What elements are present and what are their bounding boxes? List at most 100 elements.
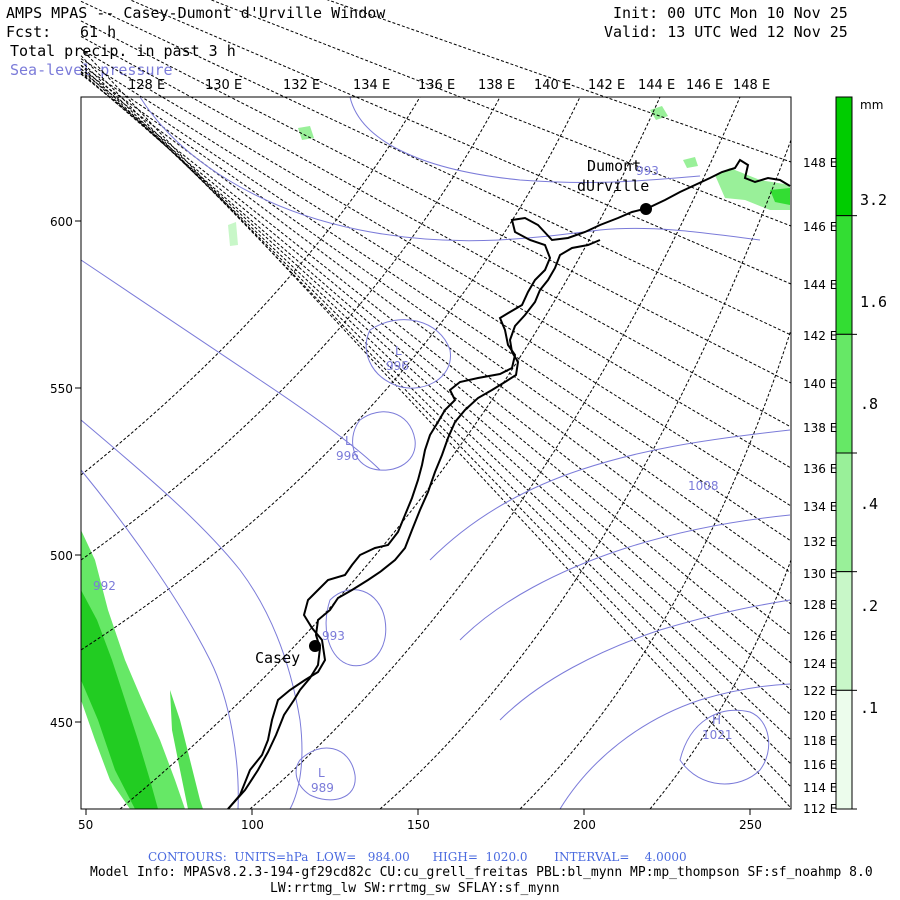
precip-blob-3 (683, 157, 698, 168)
valid-time: Valid: 13 UTC Wed 12 Nov 25 (604, 23, 848, 41)
init-time: Init: 00 UTC Mon 10 Nov 25 (613, 4, 848, 22)
pressure-contours (80, 96, 791, 810)
y-tick-label: 450 (50, 716, 73, 730)
right-lon-label: 142 E (803, 329, 838, 343)
model-info-2: LW:rrtmg_lw SW:rrtmg_sw SFLAY:sf_mynn (270, 881, 560, 896)
precip-ne (715, 168, 790, 210)
right-lon-label: 120 E (803, 709, 838, 723)
right-lon-label: 114 E (803, 781, 838, 795)
dumont-station-marker (640, 203, 652, 215)
contour-line (559, 683, 791, 810)
contour-line (499, 599, 791, 721)
top-lon-label: 146 E (686, 78, 724, 93)
top-lon-label: 128 E (128, 78, 166, 93)
precip-blob-2 (298, 126, 314, 140)
right-lon-label: 124 E (803, 657, 838, 671)
coastline (227, 158, 791, 810)
colorbar-swatch (835, 452, 853, 573)
precip-core-west (81, 590, 158, 809)
top-lon-label: 138 E (478, 78, 516, 93)
contour-value: 993 (636, 164, 659, 178)
right-lon-label: 118 E (803, 734, 838, 748)
contour-low-north (365, 319, 451, 389)
colorbar-swatch (835, 571, 853, 691)
precip-shading (81, 106, 790, 809)
map-frame-bg (81, 97, 791, 809)
colorbar-label: 3.2 (860, 191, 888, 209)
graticule-line (379, 139, 792, 810)
forecast-label: Fcst: (6, 23, 52, 41)
colorbar-swatch (835, 689, 853, 810)
contour-label: H (712, 713, 722, 727)
precip-strip (170, 690, 203, 809)
graticule-line (80, 65, 792, 741)
right-lon-label: 126 E (803, 629, 838, 643)
right-lon-label: 148 E (803, 156, 838, 170)
contour-low-casey (325, 589, 387, 667)
right-lon-label: 144 E (803, 278, 838, 292)
precip-blob-1 (650, 106, 668, 120)
top-lon-label: 144 E (638, 78, 676, 93)
right-lon-label: 122 E (803, 684, 838, 698)
top-lon-label: 134 E (353, 78, 391, 93)
graticule-line (80, 73, 792, 636)
contour-label: L (395, 344, 402, 358)
contour-value: 996 (336, 449, 359, 463)
contour-low-mid (352, 411, 416, 471)
contour-value: 993 (322, 629, 345, 643)
contour-value: 989 (311, 781, 334, 795)
top-lon-label: 130 E (205, 78, 243, 93)
top-lon-label: 136 E (418, 78, 456, 93)
graticule-line (80, 36, 792, 428)
y-tick-label: 550 (50, 382, 73, 396)
right-lon-label: 138 E (803, 421, 838, 435)
overlay-name: Sea-level pressure (10, 61, 173, 79)
contour-label: L (345, 434, 352, 448)
field-name: Total precip. in past 3 h (10, 42, 236, 60)
top-lon-label: 140 E (534, 78, 572, 93)
model-info: Model Info: MPASv8.2.3-194-gf29cd82c CU:… (90, 865, 873, 880)
precip-ne-core (770, 188, 790, 205)
casey-label: Casey (255, 649, 301, 667)
contour-line (139, 96, 761, 242)
graticule-line (129, 0, 792, 285)
colorbar-label: .2 (860, 597, 879, 615)
y-tick-label: 600 (50, 215, 73, 229)
graticule-line (80, 0, 792, 336)
right-lon-label: 128 E (803, 598, 838, 612)
colorbar-label: .4 (860, 495, 879, 513)
graticule-line (519, 329, 792, 810)
top-lon-label: 148 E (733, 78, 771, 93)
precip-blob-4 (228, 222, 238, 246)
graticule-line (80, 73, 792, 664)
contour-line (459, 514, 791, 641)
y-ticks (75, 220, 81, 723)
colorbar-unit: mm (860, 98, 884, 112)
graticule-line (119, 96, 661, 810)
graticule-line (80, 47, 792, 809)
graticule-line (80, 96, 581, 651)
colorbar-label: .1 (860, 699, 879, 717)
coastline-inner (227, 239, 601, 810)
contour-value: 1021 (702, 728, 733, 742)
contour-line (349, 96, 701, 184)
contour-line (429, 429, 791, 561)
contour-low-south (295, 747, 356, 801)
right-lon-label: 116 E (803, 758, 838, 772)
contours-info: CONTOURS: UNITS=hPa LOW= 984.00 HIGH= 10… (148, 850, 687, 864)
map-frame (80, 96, 792, 810)
y-tick-label: 500 (50, 549, 73, 563)
right-lon-label: 132 E (803, 535, 838, 549)
right-lon-label: 134 E (803, 500, 838, 514)
x-tick-label: 200 (573, 818, 596, 832)
colorbar-swatch (835, 215, 853, 335)
graticule-line (80, 68, 792, 574)
graticule-line (80, 20, 792, 384)
x-tick-label: 250 (739, 818, 762, 832)
contour-label: L (318, 766, 325, 780)
right-lon-label: 130 E (803, 567, 838, 581)
contour-line (80, 469, 239, 810)
colorbar (835, 96, 857, 810)
right-lon-label: 146 E (803, 220, 838, 234)
